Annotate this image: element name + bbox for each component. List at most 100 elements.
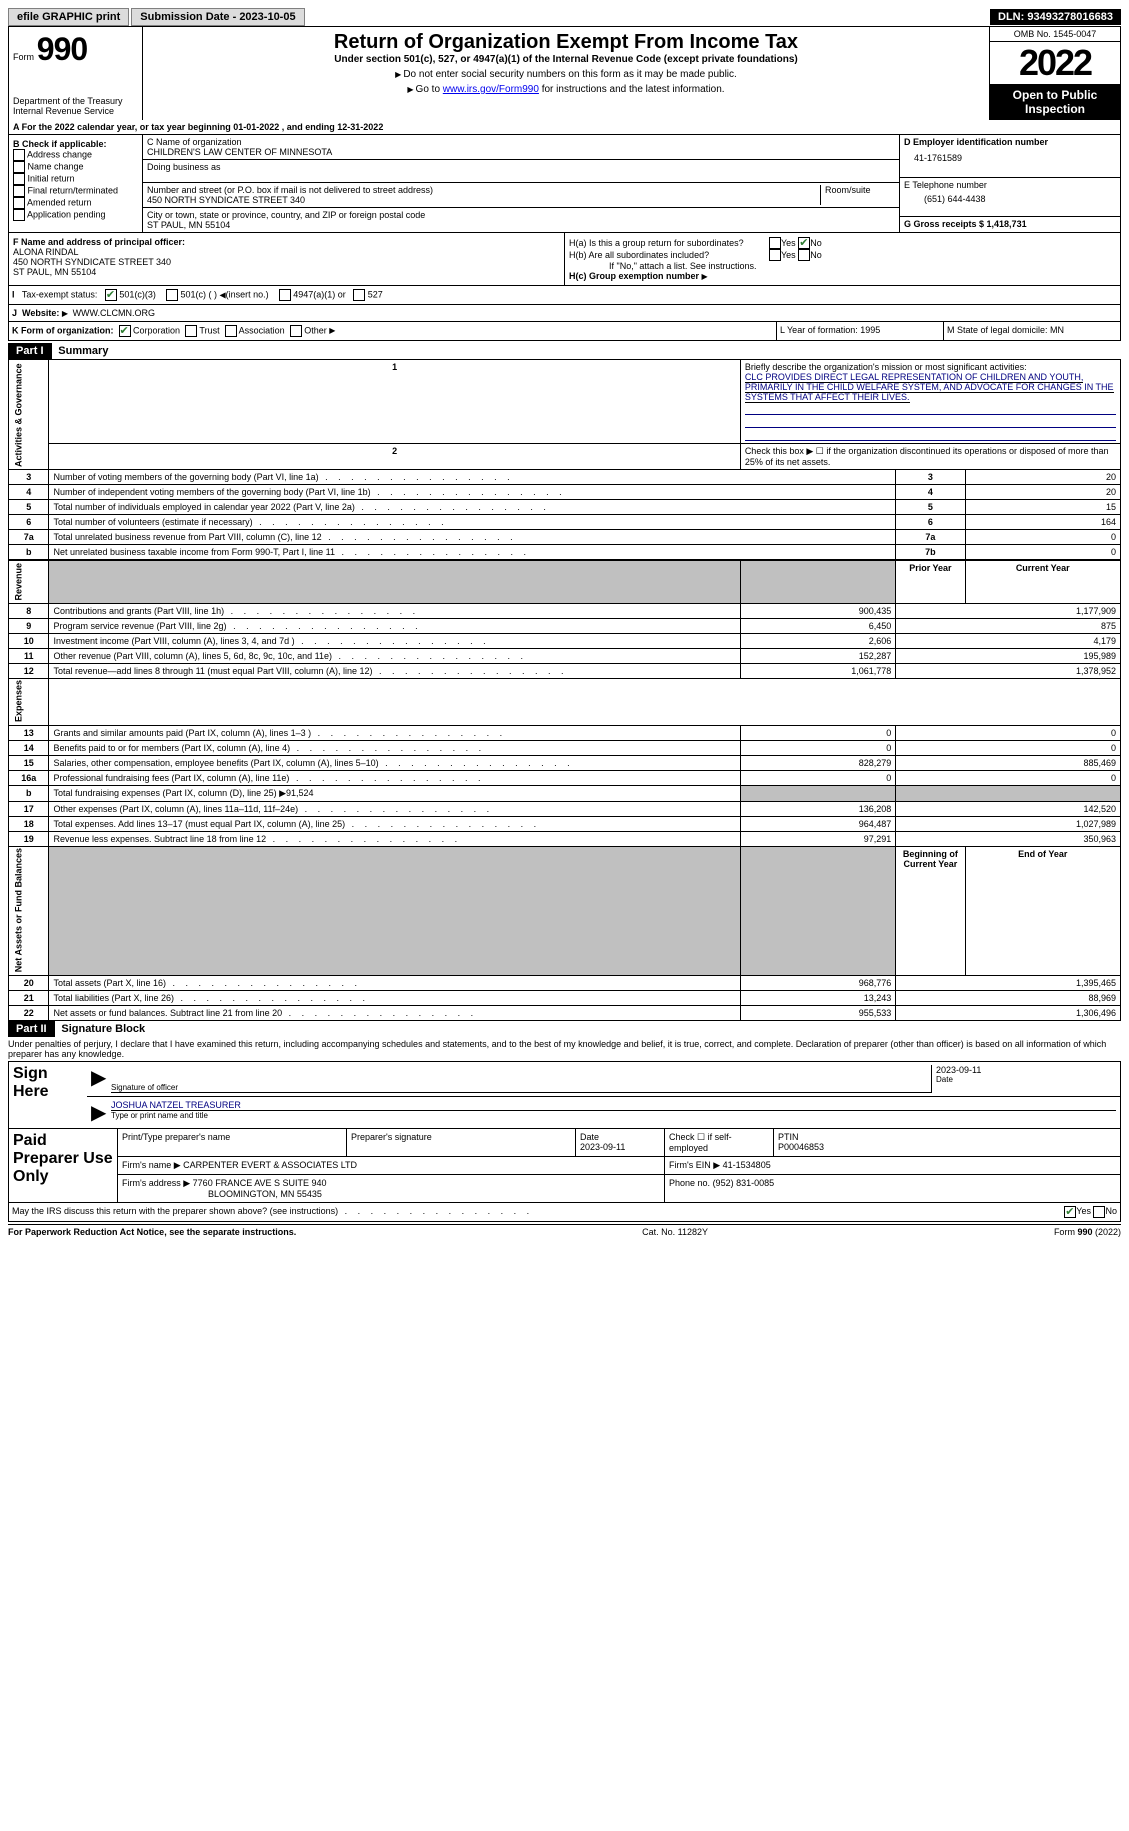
open-to-public: Open to Public Inspection bbox=[990, 84, 1120, 120]
tax-exempt-row: I Tax-exempt status: 501(c)(3) 501(c) ( … bbox=[8, 286, 1121, 305]
submission-date-button[interactable]: Submission Date - 2023-10-05 bbox=[131, 8, 304, 26]
part2-title: Signature Block bbox=[61, 1023, 145, 1035]
527-checkbox[interactable] bbox=[353, 289, 365, 301]
other-checkbox[interactable] bbox=[290, 325, 302, 337]
firm-name: CARPENTER EVERT & ASSOCIATES LTD bbox=[183, 1160, 357, 1170]
phone-label: E Telephone number bbox=[904, 180, 1116, 190]
boy-header: Beginning of Current Year bbox=[896, 846, 965, 975]
form-ref: Form 990 (2022) bbox=[1054, 1227, 1121, 1237]
firm-addr1: 7760 FRANCE AVE S SUITE 940 bbox=[193, 1178, 327, 1188]
note-goto: Go to www.irs.gov/Form990 for instructio… bbox=[151, 84, 981, 95]
discuss-row: May the IRS discuss this return with the… bbox=[8, 1203, 1121, 1222]
firm-ein: 41-1534805 bbox=[723, 1160, 771, 1170]
irs-link[interactable]: www.irs.gov/Form990 bbox=[443, 84, 539, 95]
current-year-header: Current Year bbox=[965, 561, 1121, 604]
ha-yes-checkbox[interactable] bbox=[769, 237, 781, 249]
association-checkbox[interactable] bbox=[225, 325, 237, 337]
hc-label: H(c) Group exemption number bbox=[569, 271, 699, 281]
sign-date: 2023-09-11 bbox=[936, 1065, 1116, 1075]
vert-activities: Activities & Governance bbox=[9, 360, 49, 470]
ptin-value: P00046853 bbox=[778, 1142, 824, 1152]
check-option[interactable] bbox=[13, 185, 25, 197]
summary-table: Activities & Governance 1 Briefly descri… bbox=[8, 359, 1121, 1021]
4947-checkbox[interactable] bbox=[279, 289, 291, 301]
firm-addr2: BLOOMINGTON, MN 55435 bbox=[122, 1189, 322, 1199]
form-of-org-row: K Form of organization: Corporation Trus… bbox=[8, 322, 1121, 341]
officer-name: ALONA RINDAL bbox=[13, 247, 560, 257]
501c-checkbox[interactable] bbox=[166, 289, 178, 301]
501c3-checkbox[interactable] bbox=[105, 289, 117, 301]
calendar-year-line: A For the 2022 calendar year, or tax yea… bbox=[8, 120, 1121, 135]
form-header: Form 990 Department of the Treasury Inte… bbox=[8, 26, 1121, 120]
top-toolbar: efile GRAPHIC print Submission Date - 20… bbox=[8, 8, 1121, 26]
discuss-no-checkbox[interactable] bbox=[1093, 1206, 1105, 1218]
line-16b: Total fundraising expenses (Part IX, col… bbox=[49, 785, 740, 801]
officer-typed-name: JOSHUA NATZEL TREASURER bbox=[111, 1100, 1116, 1111]
trust-checkbox[interactable] bbox=[185, 325, 197, 337]
officer-addr1: 450 NORTH SYNDICATE STREET 340 bbox=[13, 257, 560, 267]
part1-title: Summary bbox=[58, 345, 108, 357]
phone-value: (651) 644-4438 bbox=[904, 194, 1116, 204]
paid-preparer-table: Paid Preparer Use Only Print/Type prepar… bbox=[8, 1128, 1121, 1203]
sign-here-label: Sign Here bbox=[13, 1065, 83, 1101]
corporation-checkbox[interactable] bbox=[119, 325, 131, 337]
address-label: Number and street (or P.O. box if mail i… bbox=[147, 185, 820, 195]
form-number: 990 bbox=[37, 31, 87, 67]
section-bcd: B Check if applicable: Address change Na… bbox=[8, 135, 1121, 233]
print-name-label: Print/Type preparer's name bbox=[118, 1128, 347, 1156]
firm-phone: (952) 831-0085 bbox=[713, 1178, 775, 1188]
year-formation: L Year of formation: 1995 bbox=[776, 322, 943, 340]
vert-expenses: Expenses bbox=[9, 678, 49, 725]
prior-year-header: Prior Year bbox=[896, 561, 965, 604]
paperwork-notice: For Paperwork Reduction Act Notice, see … bbox=[8, 1227, 296, 1237]
room-label: Room/suite bbox=[820, 185, 895, 205]
discuss-yes-checkbox[interactable] bbox=[1064, 1206, 1076, 1218]
ha-no-checkbox[interactable] bbox=[798, 237, 810, 249]
preparer-sig-label: Preparer's signature bbox=[347, 1128, 576, 1156]
hb-yes-checkbox[interactable] bbox=[769, 249, 781, 261]
officer-addr2: ST PAUL, MN 55104 bbox=[13, 267, 560, 277]
org-name: CHILDREN'S LAW CENTER OF MINNESOTA bbox=[147, 147, 895, 157]
sign-here-table: Sign Here ▶ Signature of officer 2023-09… bbox=[8, 1061, 1121, 1129]
ein-label: D Employer identification number bbox=[904, 137, 1116, 147]
note-ssn: Do not enter social security numbers on … bbox=[151, 69, 981, 80]
type-name-label: Type or print name and title bbox=[111, 1111, 1116, 1120]
gross-receipts: G Gross receipts $ 1,418,731 bbox=[904, 219, 1116, 229]
vert-revenue: Revenue bbox=[9, 561, 49, 604]
cat-number: Cat. No. 11282Y bbox=[642, 1227, 708, 1237]
hb-label: H(b) Are all subordinates included? bbox=[569, 250, 769, 260]
check-option[interactable] bbox=[13, 173, 25, 185]
sig-officer-label: Signature of officer bbox=[111, 1083, 931, 1092]
check-option[interactable] bbox=[13, 149, 25, 161]
tax-year: 2022 bbox=[990, 42, 1120, 84]
part2-header: Part II bbox=[8, 1021, 55, 1037]
check-option[interactable] bbox=[13, 197, 25, 209]
form-title: Return of Organization Exempt From Incom… bbox=[151, 31, 981, 54]
efile-print-button[interactable]: efile GRAPHIC print bbox=[8, 8, 129, 26]
mission-text: CLC PROVIDES DIRECT LEGAL REPRESENTATION… bbox=[745, 372, 1114, 403]
city-label: City or town, state or province, country… bbox=[147, 210, 895, 220]
check-option[interactable] bbox=[13, 161, 25, 173]
dept-label: Department of the Treasury Internal Reve… bbox=[13, 96, 138, 116]
address-value: 450 NORTH SYNDICATE STREET 340 bbox=[147, 195, 820, 205]
hb-no-checkbox[interactable] bbox=[798, 249, 810, 261]
vert-netassets: Net Assets or Fund Balances bbox=[9, 846, 49, 975]
city-value: ST PAUL, MN 55104 bbox=[147, 220, 895, 230]
check-applicable-label: B Check if applicable: bbox=[13, 139, 138, 149]
state-domicile: M State of legal domicile: MN bbox=[943, 322, 1120, 340]
form-prefix: Form bbox=[13, 52, 34, 62]
officer-row: F Name and address of principal officer:… bbox=[8, 233, 1121, 286]
org-name-label: C Name of organization bbox=[147, 137, 895, 147]
eoy-header: End of Year bbox=[965, 846, 1121, 975]
check-option[interactable] bbox=[13, 209, 25, 221]
self-employed-check: Check ☐ if self-employed bbox=[665, 1128, 774, 1156]
officer-label: F Name and address of principal officer: bbox=[13, 237, 560, 247]
website-row: J Website: WWW.CLCMN.ORG bbox=[8, 305, 1121, 322]
website-url: WWW.CLCMN.ORG bbox=[73, 308, 156, 318]
ha-label: H(a) Is this a group return for subordin… bbox=[569, 238, 769, 248]
part1-header: Part I bbox=[8, 343, 52, 359]
hb-note: If "No," attach a list. See instructions… bbox=[569, 261, 1116, 271]
omb-number: OMB No. 1545-0047 bbox=[990, 27, 1120, 42]
page-footer: For Paperwork Reduction Act Notice, see … bbox=[8, 1224, 1121, 1237]
paid-preparer-label: Paid Preparer Use Only bbox=[13, 1132, 113, 1186]
